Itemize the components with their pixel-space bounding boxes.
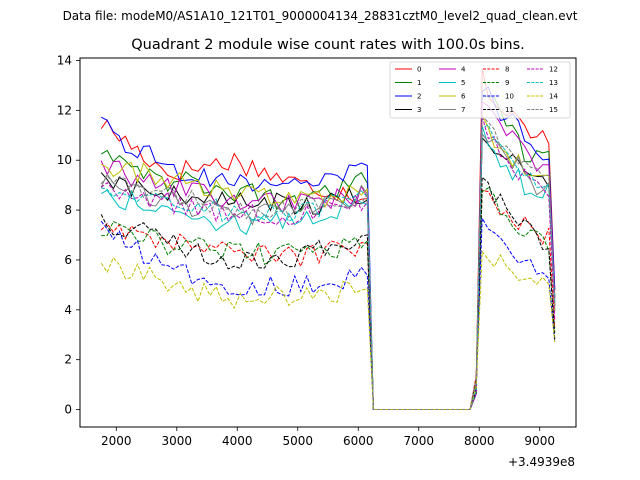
x-tick-label: 8000 [464, 434, 495, 448]
legend-label-14: 14 [549, 93, 558, 101]
y-tick-label: 0 [64, 403, 72, 417]
chart-suptitle: Data file: modeM0/AS1A10_121T01_90000041… [63, 9, 578, 23]
y-axis: 0 2 4 6 8 10 12 14 [57, 53, 80, 417]
y-tick-label: 10 [57, 153, 72, 167]
x-tick-label: 3000 [162, 434, 193, 448]
series-line-10 [100, 216, 556, 410]
legend-label-0: 0 [417, 66, 421, 74]
legend-box [389, 61, 571, 119]
x-tick-label: 9000 [524, 434, 555, 448]
y-tick-label: 4 [64, 303, 72, 317]
legend-label-10: 10 [505, 93, 514, 101]
y-tick-label: 8 [64, 203, 72, 217]
series-line-12 [100, 116, 556, 410]
y-tick-label: 6 [64, 253, 72, 267]
series-line-14 [100, 250, 556, 410]
x-tick-label: 6000 [343, 434, 374, 448]
legend-label-2: 2 [417, 93, 421, 101]
legend-label-8: 8 [505, 66, 509, 74]
chart-title: Quadrant 2 module wise count rates with … [131, 37, 525, 53]
legend-label-13: 13 [549, 79, 558, 87]
x-offset-label: +3.4939e8 [508, 455, 575, 469]
legend-label-1: 1 [417, 79, 421, 87]
legend-label-4: 4 [461, 66, 466, 74]
x-tick-label: 7000 [403, 434, 434, 448]
x-tick-label: 2000 [101, 434, 132, 448]
y-tick-label: 2 [64, 353, 72, 367]
legend-label-15: 15 [549, 106, 558, 114]
legend-label-5: 5 [461, 79, 465, 87]
legend-label-11: 11 [505, 106, 514, 114]
y-tick-label: 14 [57, 53, 72, 67]
axes-frame [79, 57, 577, 428]
x-tick-label: 5000 [282, 434, 313, 448]
legend-label-7: 7 [461, 106, 465, 114]
legend-label-9: 9 [505, 79, 509, 87]
y-tick-label: 12 [57, 103, 72, 117]
series-layer [100, 68, 556, 410]
series-line-15 [100, 114, 556, 410]
legend-label-6: 6 [461, 93, 466, 101]
x-tick-label: 4000 [222, 434, 253, 448]
plot-area [79, 57, 577, 428]
legend-label-12: 12 [549, 66, 558, 74]
x-axis: 2000 3000 4000 5000 6000 7000 8000 9000 [101, 427, 555, 448]
legend-label-3: 3 [417, 106, 421, 114]
series-line-11 [100, 176, 556, 410]
